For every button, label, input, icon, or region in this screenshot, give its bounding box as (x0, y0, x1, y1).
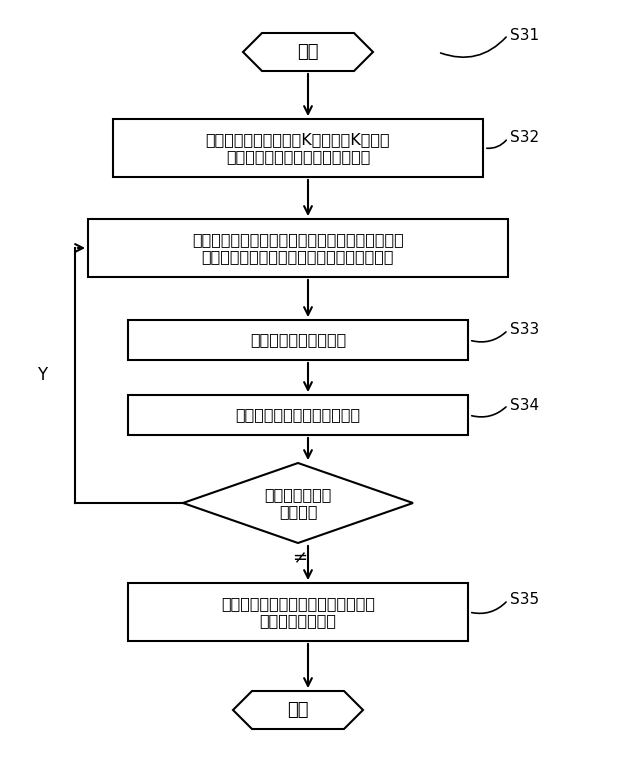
Bar (113, 119, 483, 177)
Text: 将历史记录中跳闸的故障频域系数特征向量与簇的
平均特征向量做相似度计算并纳入对应的簇中: 将历史记录中跳闸的故障频域系数特征向量与簇的 平均特征向量做相似度计算并纳入对应… (192, 232, 404, 264)
Text: ≠: ≠ (292, 549, 307, 567)
Text: 评价函数计算新簇的评价结果: 评价函数计算新簇的评价结果 (236, 407, 360, 423)
Text: S31: S31 (510, 28, 539, 42)
Text: S34: S34 (510, 397, 539, 413)
Text: 评价函数值是否
发生变化: 评价函数值是否 发生变化 (264, 487, 332, 519)
Text: Y: Y (37, 366, 47, 384)
Text: 开始: 开始 (297, 43, 319, 61)
Bar (128, 320, 468, 360)
Text: S33: S33 (510, 323, 539, 337)
Text: S35: S35 (510, 592, 539, 608)
Bar (128, 395, 468, 435)
Text: S32: S32 (510, 130, 539, 146)
Polygon shape (183, 463, 413, 543)
Bar (128, 583, 468, 641)
Bar (88, 219, 508, 277)
Text: 结束: 结束 (288, 701, 308, 719)
Polygon shape (243, 33, 373, 71)
Text: 更新簇的平均特征向量: 更新簇的平均特征向量 (250, 333, 346, 347)
Text: 确立与故障位置一一对应的典型故障
频域系数特征向量: 确立与故障位置一一对应的典型故障 频域系数特征向量 (221, 596, 375, 628)
Polygon shape (233, 691, 363, 729)
Text: 从历史故障记录中抽取K个对应于K个不同
故障位置的故障频域系数特征向量: 从历史故障记录中抽取K个对应于K个不同 故障位置的故障频域系数特征向量 (205, 132, 391, 164)
